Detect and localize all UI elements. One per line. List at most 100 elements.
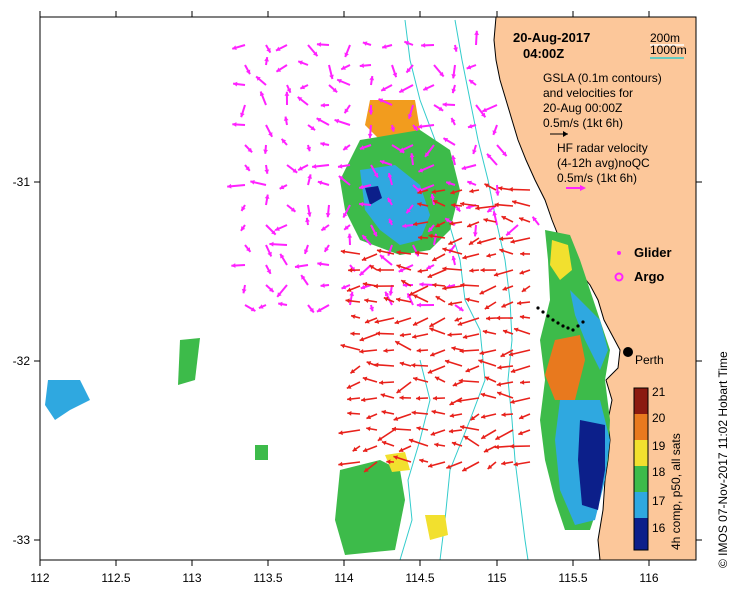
velocity-arrowhead bbox=[417, 124, 423, 129]
velocity-arrowhead bbox=[413, 376, 418, 382]
depth-legend-200m: 200m bbox=[650, 31, 680, 45]
title-time: 04:00Z bbox=[523, 46, 564, 61]
velocity-arrowhead bbox=[362, 447, 368, 453]
velocity-arrowhead bbox=[532, 216, 537, 222]
velocity-arrowhead bbox=[494, 202, 499, 208]
velocity-arrowhead bbox=[465, 297, 470, 303]
velocity-arrowhead bbox=[497, 365, 502, 370]
velocity-arrowhead bbox=[292, 168, 298, 173]
velocity-arrowhead bbox=[442, 266, 447, 272]
velocity-arrowhead bbox=[412, 334, 417, 339]
velocity-arrowhead bbox=[298, 60, 303, 65]
velocity-arrowhead bbox=[376, 267, 381, 273]
velocity-arrowhead bbox=[431, 409, 437, 415]
velocity-arrowhead bbox=[341, 284, 347, 290]
velocity-arrowhead bbox=[413, 321, 418, 326]
velocity-arrowhead bbox=[453, 47, 458, 52]
velocity-arrowhead bbox=[416, 348, 421, 353]
velocity-arrowhead bbox=[245, 69, 251, 75]
velocity-arrowhead bbox=[388, 291, 394, 296]
velocity-arrowhead bbox=[361, 256, 367, 261]
velocity-arrowhead bbox=[301, 275, 306, 280]
velocity-arrowhead bbox=[366, 414, 372, 420]
x-tick-label: 115.5 bbox=[558, 571, 587, 585]
velocity-arrowhead bbox=[245, 166, 250, 171]
colorbar-tick-21: 21 bbox=[652, 385, 666, 399]
velocity-arrowhead bbox=[497, 391, 502, 396]
velocity-arrowhead bbox=[399, 147, 405, 152]
velocity-arrowhead bbox=[303, 249, 309, 254]
velocity-arrowhead bbox=[475, 205, 480, 211]
velocity-arrowhead bbox=[396, 297, 401, 303]
velocity-arrowhead bbox=[472, 232, 478, 237]
velocity-arrowhead bbox=[442, 285, 447, 291]
velocity-arrowhead bbox=[438, 106, 444, 111]
perth-label: Perth bbox=[635, 353, 664, 367]
gsla-legend-line-1: GSLA (0.1m contours) bbox=[543, 71, 662, 85]
velocity-arrowhead bbox=[350, 331, 355, 337]
velocity-arrowhead bbox=[329, 74, 334, 80]
velocity-arrowhead bbox=[501, 412, 506, 418]
velocity-arrowhead bbox=[377, 436, 383, 441]
velocity-arrowhead bbox=[267, 251, 272, 257]
plot-frame bbox=[39, 16, 697, 561]
velocity-arrowhead bbox=[340, 343, 346, 349]
velocity-arrowhead bbox=[396, 264, 402, 269]
colorbar-tick-19: 19 bbox=[652, 439, 666, 453]
velocity-arrowhead bbox=[519, 217, 524, 222]
velocity-arrowhead bbox=[433, 199, 438, 205]
velocity-arrowhead bbox=[411, 362, 416, 368]
velocity-arrowhead bbox=[460, 424, 465, 430]
velocity-arrowhead bbox=[447, 332, 452, 338]
velocity-arrowhead bbox=[313, 51, 318, 57]
velocity-arrowhead bbox=[398, 267, 404, 273]
x-tick-label: 112.5 bbox=[101, 571, 130, 585]
isobath-deep bbox=[399, 359, 431, 561]
colorbar-tick-18: 18 bbox=[652, 465, 666, 479]
velocity-arrowhead bbox=[324, 247, 329, 252]
velocity-arrowhead bbox=[368, 110, 374, 115]
sst-patches bbox=[45, 100, 610, 555]
velocity-arrowhead bbox=[510, 239, 515, 244]
velocity-arrowhead bbox=[419, 282, 424, 287]
velocity-arrowhead bbox=[375, 331, 380, 336]
velocity-arrowhead bbox=[233, 81, 238, 87]
velocity-arrowhead bbox=[477, 239, 482, 245]
gsla-scale-arrowhead bbox=[563, 131, 568, 137]
velocity-arrowhead bbox=[481, 434, 486, 439]
gsla-legend-line-2: and velocities for bbox=[543, 86, 633, 100]
velocity-arrowhead bbox=[359, 145, 365, 150]
velocity-arrowhead bbox=[359, 201, 364, 207]
velocity-arrowhead bbox=[316, 42, 322, 47]
velocity-arrowhead bbox=[413, 294, 418, 299]
x-tick-label: 113 bbox=[182, 571, 201, 585]
velocity-arrowhead bbox=[432, 282, 437, 288]
velocity-arrowhead bbox=[388, 218, 394, 224]
velocity-arrowhead bbox=[479, 290, 485, 295]
velocity-arrowhead bbox=[362, 41, 368, 46]
velocity-arrowhead bbox=[393, 455, 398, 460]
velocity-arrowhead bbox=[501, 303, 507, 308]
velocity-arrowhead bbox=[429, 327, 434, 332]
hf-radar-velocity-arrows bbox=[338, 183, 531, 473]
velocity-arrowhead bbox=[266, 47, 271, 53]
velocity-arrowhead bbox=[444, 359, 450, 365]
velocity-arrowhead bbox=[484, 304, 490, 310]
velocity-arrowhead bbox=[470, 415, 476, 421]
velocity-arrowhead bbox=[462, 254, 467, 260]
velocity-arrowhead bbox=[241, 206, 246, 211]
velocity-arrowhead bbox=[369, 306, 374, 312]
velocity-arrowhead bbox=[380, 255, 385, 260]
velocity-arrowhead bbox=[325, 213, 331, 218]
velocity-arrowhead bbox=[451, 441, 457, 447]
velocity-arrowhead bbox=[486, 253, 491, 258]
velocity-arrowhead bbox=[309, 307, 314, 313]
velocity-arrowhead bbox=[408, 438, 414, 444]
velocity-arrowhead bbox=[496, 315, 501, 321]
velocity-arrowhead bbox=[446, 464, 451, 469]
velocity-arrowhead bbox=[390, 127, 396, 132]
velocity-arrowhead bbox=[374, 362, 379, 368]
velocity-arrowhead bbox=[469, 268, 474, 273]
velocity-arrowhead bbox=[350, 368, 356, 374]
velocity-arrowhead bbox=[409, 153, 415, 158]
